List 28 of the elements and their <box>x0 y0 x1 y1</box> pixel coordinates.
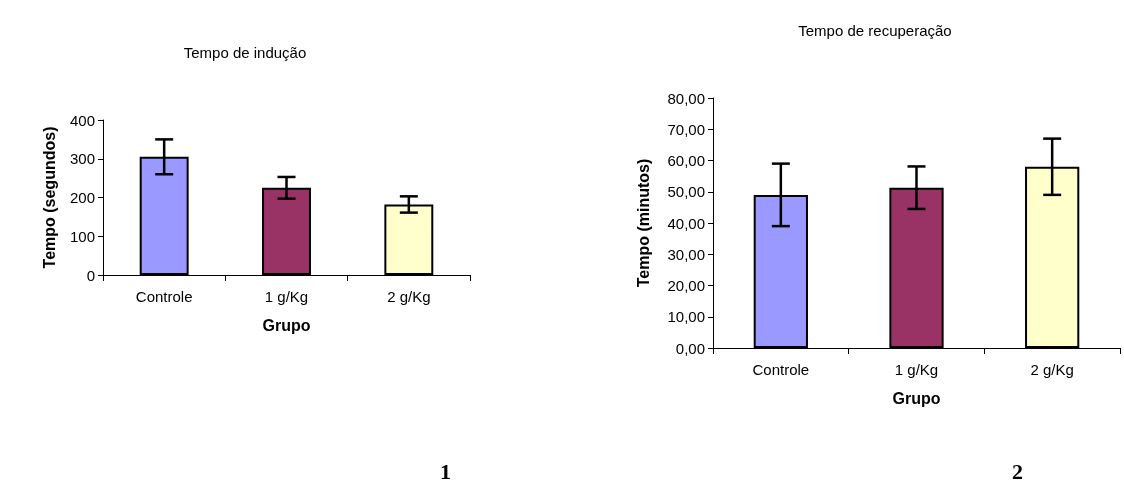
x-tick-label: Controle <box>135 288 193 305</box>
y-tick-label: 30,00 <box>667 245 705 263</box>
x-tick-label: 2 g/Kg <box>1030 361 1074 378</box>
y-tick-label: 50,00 <box>667 183 705 201</box>
x-axis-title: Grupo <box>892 389 941 407</box>
y-tick-label: 20,00 <box>667 277 705 294</box>
y-tick-label: 60,00 <box>667 152 705 169</box>
y-tick-label: 0 <box>86 266 95 284</box>
y-tick-label: 100 <box>69 227 95 245</box>
x-tick-label: 1 g/Kg <box>894 361 939 378</box>
y-tick-label: 10,00 <box>667 308 705 326</box>
y-tick-label: 40,00 <box>667 214 705 232</box>
y-axis-title: Tempo (segundos) <box>40 126 58 269</box>
text: 2 <box>1012 458 1023 484</box>
y-tick-label: 200 <box>69 189 95 206</box>
y-tick-label: 80,00 <box>667 89 705 107</box>
text: 1 <box>440 458 451 484</box>
y-tick-label: 400 <box>69 111 95 129</box>
y-tick-label: 0,00 <box>675 339 705 357</box>
y-tick-label: 70,00 <box>667 120 705 138</box>
x-tick-label: 1 g/Kg <box>264 288 309 305</box>
x-axis-title: Grupo <box>262 316 311 334</box>
y-tick-label: 300 <box>69 150 95 168</box>
y-axis-title: Tempo (minutos) <box>634 158 652 288</box>
chart-title: Tempo de indução <box>183 44 307 61</box>
chart-title: Tempo de recuperação <box>798 22 952 39</box>
x-tick-label: 2 g/Kg <box>387 288 431 305</box>
x-tick-label: Controle <box>752 361 810 378</box>
